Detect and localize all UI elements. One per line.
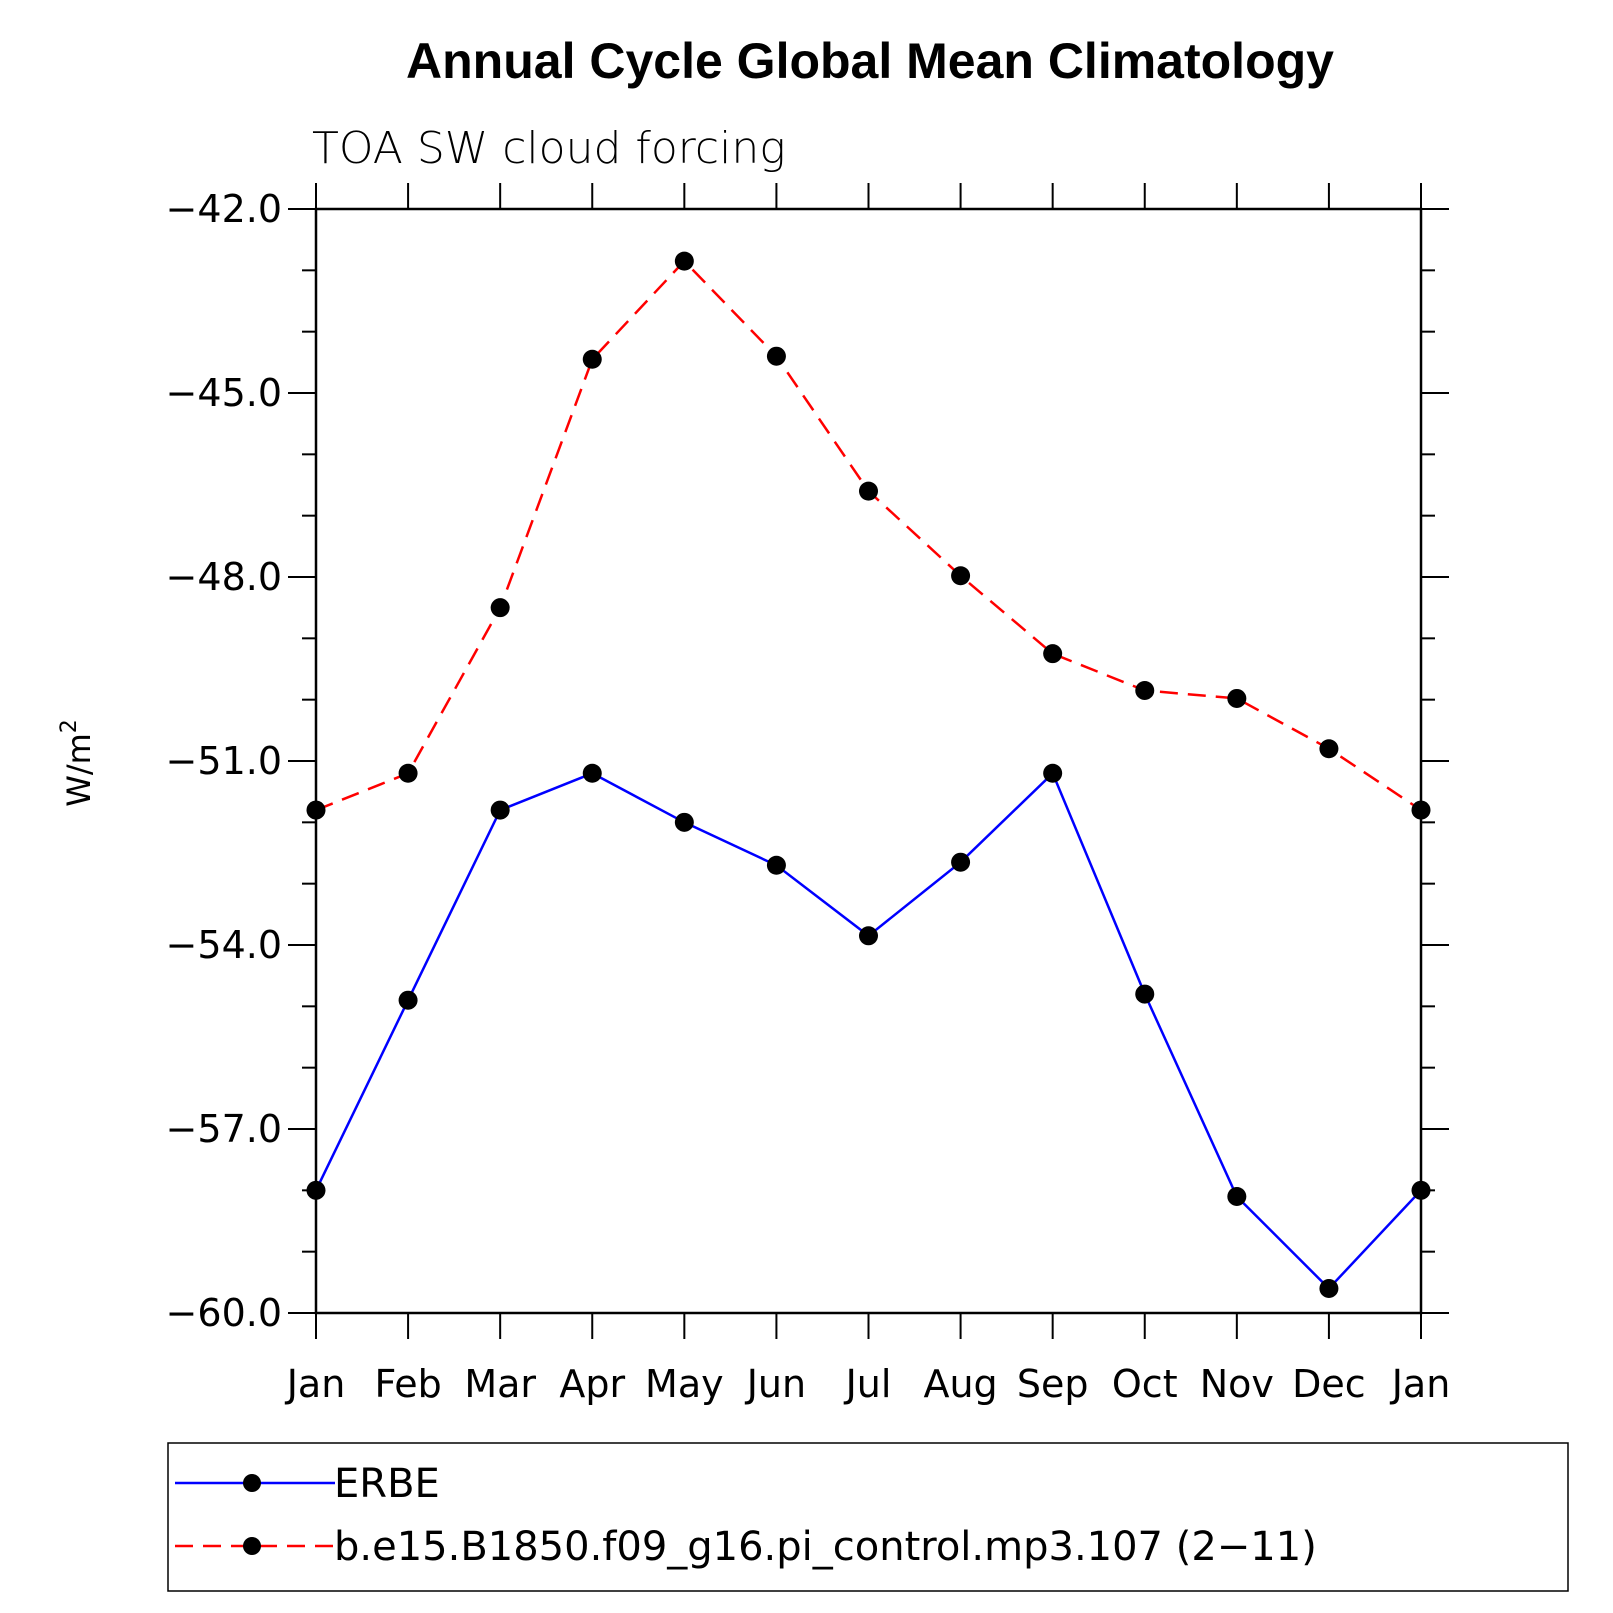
series-1-point xyxy=(951,566,971,586)
series-1-point xyxy=(1319,739,1339,759)
legend-marker-erbe xyxy=(243,1474,261,1492)
legend-marker-model xyxy=(243,1537,261,1555)
series-0-point xyxy=(1319,1278,1339,1298)
y-tick-label: −60.0 xyxy=(166,1291,282,1335)
x-tick-label: May xyxy=(645,1362,724,1406)
series-1-point xyxy=(674,251,694,271)
series-1-point xyxy=(859,481,878,501)
x-tick-label: Mar xyxy=(464,1362,536,1406)
y-tick-label: −57.0 xyxy=(166,1107,282,1151)
series-1-point xyxy=(490,598,510,618)
y-tick-label: −48.0 xyxy=(166,555,282,599)
x-tick-label: Nov xyxy=(1200,1362,1274,1406)
x-tick-label: Aug xyxy=(923,1362,997,1406)
x-tick-labels: Jan Feb Mar Apr May Jun Jul Aug Sep Oct Nov Dec Jan xyxy=(285,1362,1451,1406)
axis-ticks xyxy=(288,183,1449,1339)
y-axis-label-superscript: 2 xyxy=(57,719,82,733)
svg-text:W/m2: W/m2 xyxy=(57,719,98,807)
x-tick-label: Jan xyxy=(1390,1362,1451,1406)
plot-frame xyxy=(314,207,1423,1315)
chart-subtitle: TOA SW cloud forcing xyxy=(312,123,786,174)
series-line-0 xyxy=(314,771,1422,1291)
y-tick-label: −45.0 xyxy=(166,371,282,415)
legend: ERBE b.e15.B1850.f09_g16.pi_control.mp3.… xyxy=(167,1442,1569,1592)
series-0-point xyxy=(1227,1186,1247,1206)
y-tick-labels: −42.0 −45.0 −48.0 −51.0 −54.0 −57.0 −60.0 xyxy=(166,187,282,1335)
series-lines xyxy=(314,259,1422,1291)
series-0-point xyxy=(1043,763,1063,783)
series-1-point xyxy=(1135,680,1155,700)
y-axis-label-group: W/m2 xyxy=(57,719,98,807)
y-axis-label: W/m xyxy=(60,733,98,807)
series-0-point xyxy=(490,800,510,820)
legend-label-model: b.e15.B1850.f09_g16.pi_control.mp3.107 (… xyxy=(334,1524,1317,1570)
series-1-point xyxy=(766,346,786,366)
series-0-point xyxy=(951,852,971,872)
series-1-point xyxy=(398,763,418,783)
series-1-point xyxy=(1227,688,1247,708)
series-line-1 xyxy=(315,259,1422,812)
x-tick-label: Oct xyxy=(1112,1362,1178,1406)
series-0-point xyxy=(859,926,878,946)
y-tick-label: −54.0 xyxy=(166,923,282,967)
y-tick-label: −51.0 xyxy=(166,739,282,783)
x-tick-label: Dec xyxy=(1292,1362,1366,1406)
series-0-point xyxy=(674,812,694,832)
series-points xyxy=(306,251,1431,1298)
chart-title: Annual Cycle Global Mean Climatology xyxy=(406,33,1334,89)
series-0-point xyxy=(1135,984,1155,1004)
y-tick-label: −42.0 xyxy=(166,187,282,231)
series-0-point xyxy=(398,990,418,1010)
legend-label-erbe: ERBE xyxy=(334,1461,440,1507)
x-tick-label: Apr xyxy=(559,1362,625,1406)
x-tick-label: Jul xyxy=(844,1362,892,1406)
x-tick-label: Jan xyxy=(285,1362,346,1406)
series-1-point xyxy=(1043,644,1063,664)
x-tick-label: Feb xyxy=(374,1362,441,1406)
legend-box xyxy=(167,1442,1569,1592)
series-0-point xyxy=(766,855,786,875)
x-tick-label: Sep xyxy=(1017,1362,1089,1406)
series-0-point xyxy=(582,763,602,783)
series-1-point xyxy=(582,349,602,369)
x-tick-label: Jun xyxy=(745,1362,806,1406)
